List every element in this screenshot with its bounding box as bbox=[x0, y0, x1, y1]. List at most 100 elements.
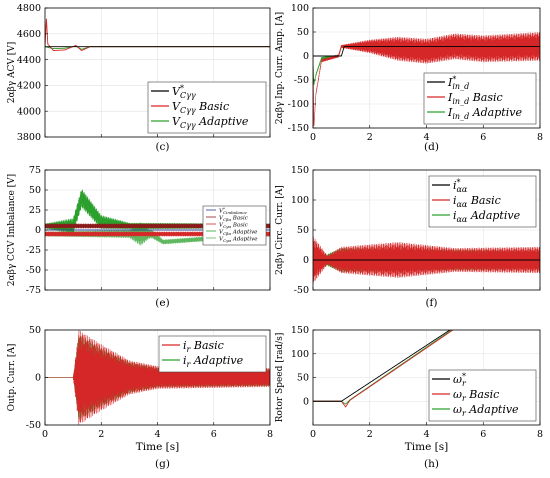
series-line-f-1 bbox=[313, 236, 540, 284]
y-tick-label: -50 bbox=[294, 75, 309, 86]
y-tick-label: 100 bbox=[291, 349, 309, 360]
legend-entry: ωr Adaptive bbox=[453, 403, 519, 418]
panel-caption: (c) bbox=[155, 141, 169, 153]
plot-area bbox=[313, 330, 454, 408]
plot-area bbox=[313, 32, 540, 126]
y-axis-label: 2αβγ CCV Imbalance [V] bbox=[7, 174, 17, 286]
panel-caption: (f) bbox=[425, 297, 437, 309]
legend-box bbox=[202, 205, 267, 246]
x-tick-label: 2 bbox=[367, 429, 373, 440]
y-tick-label: -25 bbox=[26, 245, 41, 256]
plot-area bbox=[45, 330, 270, 425]
x-tick-label: 6 bbox=[480, 429, 486, 440]
y-tick-label: -50 bbox=[26, 420, 41, 431]
x-tick-label: 4 bbox=[154, 429, 160, 440]
y-tick-label: 150 bbox=[291, 325, 309, 336]
y-tick-label: 0 bbox=[303, 255, 309, 266]
legend-entry: VCγγ Adaptive bbox=[172, 115, 249, 130]
legend-entry: I* in_d bbox=[447, 75, 469, 91]
x-tick-label: 0 bbox=[310, 429, 316, 440]
y-tick-label: -50 bbox=[26, 265, 41, 276]
y-axis-label: 2αβγ Inp. Curr. Amp. [A] bbox=[275, 12, 285, 124]
legend-entry: V* Cimbalance bbox=[219, 207, 248, 216]
y-tick-label: 50 bbox=[29, 185, 41, 196]
y-tick-label: 100 bbox=[291, 195, 309, 206]
legend-entry: Iin_d Basic bbox=[447, 91, 503, 106]
legend-entry: ir Adaptive bbox=[183, 354, 244, 369]
y-tick-label: 4800 bbox=[17, 3, 41, 14]
y-tick-label: 0 bbox=[35, 373, 41, 384]
y-tick-label: 50 bbox=[297, 27, 309, 38]
legend-entry: VCγα Basic bbox=[219, 223, 248, 230]
y-tick-label: 50 bbox=[297, 373, 309, 384]
legend-entry: V* Cγγ bbox=[172, 84, 196, 100]
y-tick-label: -150 bbox=[288, 123, 309, 134]
legend-entry: VCγγ Basic bbox=[172, 100, 229, 115]
plot-area bbox=[45, 18, 270, 52]
x-tick-label: 8 bbox=[537, 429, 543, 440]
x-tick-label: 2 bbox=[367, 132, 373, 143]
x-tick-label: 8 bbox=[267, 429, 273, 440]
series-line-d-0 bbox=[313, 45, 540, 57]
series-line-h-1 bbox=[313, 330, 454, 408]
y-tick-label: 3800 bbox=[17, 132, 41, 143]
x-axis-label: Time [s] bbox=[405, 441, 448, 453]
y-tick-label: 0 bbox=[35, 225, 41, 236]
series-line-h-0 bbox=[313, 330, 451, 402]
y-tick-label: 100 bbox=[291, 3, 309, 14]
y-tick-label: -50 bbox=[294, 285, 309, 296]
y-axis-label: Outp. Curr. [A] bbox=[7, 344, 17, 412]
x-tick-label: 4 bbox=[423, 132, 429, 143]
y-axis-label: Rotor Speed [rad/s] bbox=[275, 333, 285, 423]
legend-entry: VCγα Adaptive bbox=[219, 237, 258, 244]
panel-caption: (g) bbox=[155, 458, 170, 470]
legend-entry: VCβα Basic bbox=[219, 216, 248, 223]
legend-entry: i* αα bbox=[453, 178, 468, 194]
panel-caption: (h) bbox=[424, 458, 439, 470]
y-axis-label: 2αβγ ACV [V] bbox=[7, 42, 17, 104]
chart-h: 0 50 100 150 0 2 4 6 8 Rotor Speed [rad/s] Time [s… bbox=[275, 325, 543, 470]
legend-entry: Iin_d Adaptive bbox=[447, 106, 522, 121]
legend-entry: ωr Basic bbox=[453, 388, 499, 403]
y-tick-label: 4000 bbox=[17, 106, 41, 117]
x-tick-label: 6 bbox=[480, 132, 486, 143]
legend-entry: iαα Basic bbox=[453, 194, 501, 209]
legend-entry: iαα Adaptive bbox=[453, 209, 521, 224]
y-tick-label: 4200 bbox=[17, 81, 41, 92]
x-tick-label: 0 bbox=[310, 132, 316, 143]
y-tick-label: 50 bbox=[29, 325, 41, 336]
x-tick-label: 2 bbox=[98, 429, 104, 440]
y-tick-label: 4400 bbox=[17, 55, 41, 66]
legend-entry: ir Basic bbox=[183, 339, 224, 354]
y-tick-label: 150 bbox=[291, 165, 309, 176]
y-tick-label: 4600 bbox=[17, 29, 41, 40]
legend-box bbox=[158, 335, 267, 373]
y-tick-label: -100 bbox=[288, 99, 309, 110]
y-tick-label: 50 bbox=[297, 225, 309, 236]
y-tick-label: 0 bbox=[303, 396, 309, 407]
y-tick-label: 25 bbox=[29, 205, 41, 216]
x-tick-label: 0 bbox=[42, 429, 48, 440]
series-line-g-0 bbox=[45, 330, 270, 425]
series-line-d-1 bbox=[313, 32, 540, 126]
y-axis-label: 2αβγ Circ. Curr. [A] bbox=[275, 185, 285, 275]
x-axis-label: Time [s] bbox=[136, 441, 179, 453]
x-tick-label: 4 bbox=[423, 429, 429, 440]
panel-caption: (e) bbox=[155, 297, 169, 309]
legend-entry: VCβα Adaptive bbox=[219, 230, 258, 237]
legend-entry: ω* r bbox=[453, 372, 467, 388]
x-tick-label: 8 bbox=[537, 132, 543, 143]
plot-area bbox=[313, 236, 540, 284]
chart-e: -75 -50 -25 0 25 50 75 2αβγ CCV Imbalance [V] (e… bbox=[7, 165, 271, 309]
y-tick-label: -75 bbox=[26, 285, 41, 296]
panel-caption: (d) bbox=[424, 141, 439, 153]
